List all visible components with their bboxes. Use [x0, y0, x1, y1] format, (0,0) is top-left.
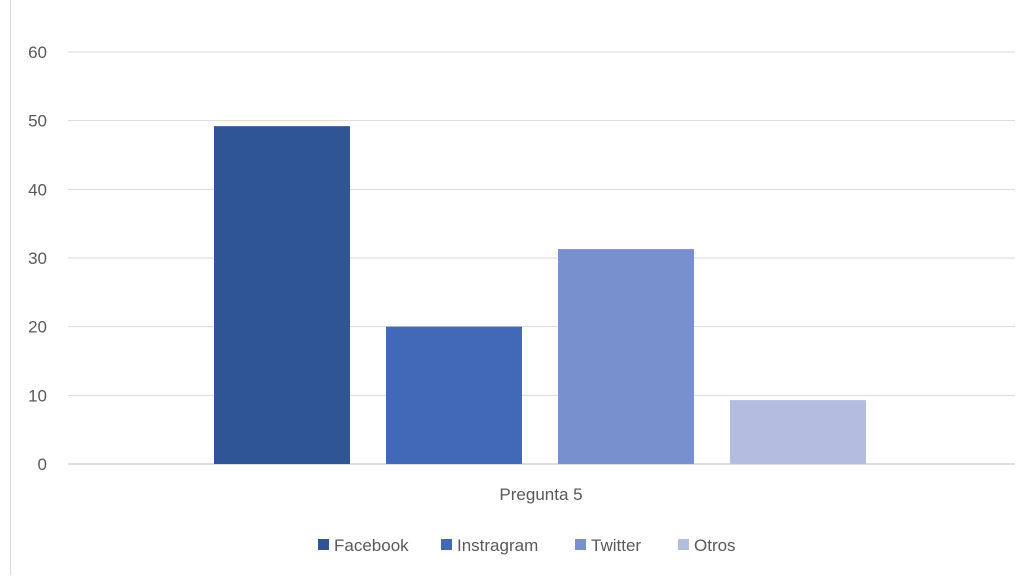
bars: [214, 126, 866, 464]
legend: Facebook Instragram Twitter Otros: [318, 536, 736, 555]
y-tick-label: 20: [28, 318, 47, 337]
chart-left-border: [10, 0, 11, 575]
legend-label: Twitter: [591, 536, 641, 555]
y-tick-label: 30: [28, 249, 47, 268]
y-axis-ticks: 0 10 20 30 40 50 60: [28, 43, 47, 474]
bar-instragram: [386, 326, 522, 464]
legend-swatch: [678, 539, 689, 550]
legend-label: Instragram: [457, 536, 538, 555]
y-tick-label: 50: [28, 112, 47, 131]
legend-label: Otros: [694, 536, 736, 555]
legend-swatch: [318, 539, 329, 550]
gridlines: [68, 51, 1015, 465]
legend-item-facebook: Facebook: [318, 536, 409, 555]
legend-swatch: [575, 539, 586, 550]
y-tick-label: 60: [28, 43, 47, 62]
y-tick-label: 40: [28, 180, 47, 199]
legend-item-twitter: Twitter: [575, 536, 641, 555]
x-category-label: Pregunta 5: [499, 485, 582, 504]
bar-twitter: [558, 249, 694, 464]
bar-facebook: [214, 126, 350, 464]
legend-item-instragram: Instragram: [441, 536, 538, 555]
bar-otros: [730, 400, 866, 464]
legend-item-otros: Otros: [678, 536, 736, 555]
y-tick-label: 0: [38, 455, 47, 474]
legend-swatch: [441, 539, 452, 550]
y-tick-label: 10: [28, 386, 47, 405]
legend-label: Facebook: [334, 536, 409, 555]
